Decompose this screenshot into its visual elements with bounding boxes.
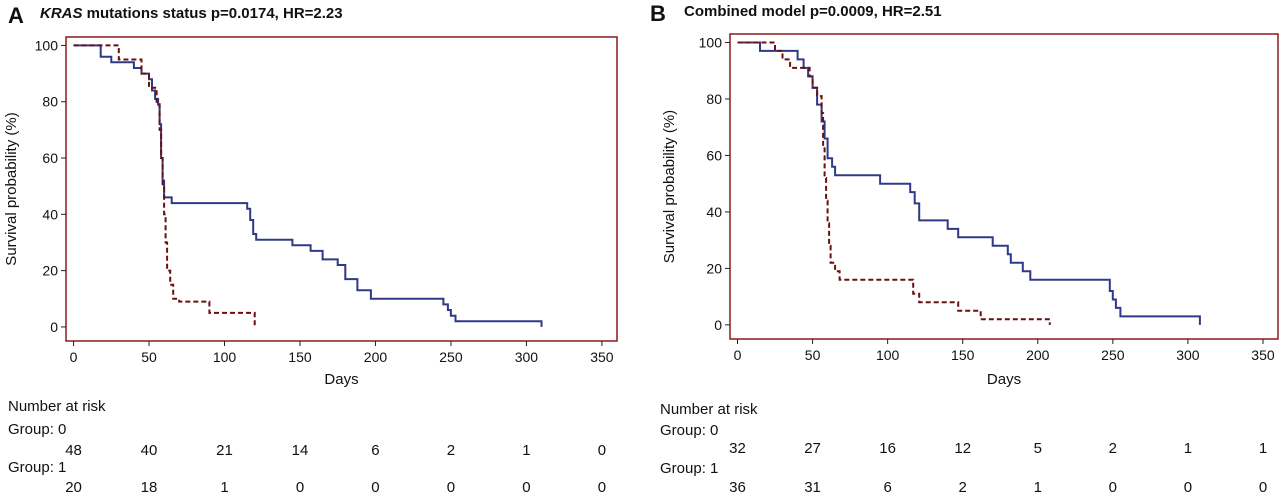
y-tick-label: 100 bbox=[35, 37, 59, 53]
risk-count: 0 bbox=[1184, 479, 1192, 496]
x-tick-label: 50 bbox=[141, 349, 157, 365]
y-tick-label: 40 bbox=[42, 206, 58, 222]
risk-count: 6 bbox=[371, 442, 379, 459]
plot-frame bbox=[729, 33, 1279, 340]
risk-count: 0 bbox=[1109, 479, 1117, 496]
y-tick-label: 80 bbox=[706, 91, 722, 107]
risk-count: 48 bbox=[65, 442, 82, 459]
survival-curve-group-1 bbox=[737, 41, 1051, 325]
x-tick-label: 250 bbox=[1101, 347, 1125, 363]
y-tick-label: 40 bbox=[706, 204, 722, 220]
y-tick-label: 60 bbox=[42, 150, 58, 166]
y-tick-label: 0 bbox=[714, 317, 722, 333]
risk-group-label: Group: 1 bbox=[660, 460, 718, 477]
x-tick-label: 250 bbox=[439, 349, 463, 365]
risk-table-heading: Number at risk bbox=[660, 401, 758, 418]
y-tick-label: 80 bbox=[42, 94, 58, 110]
risk-count: 20 bbox=[65, 479, 82, 496]
title-italic-part: KRAS bbox=[40, 5, 83, 22]
x-tick-label: 200 bbox=[364, 349, 388, 365]
risk-count: 31 bbox=[804, 479, 821, 496]
x-tick-label: 300 bbox=[515, 349, 539, 365]
risk-count: 1 bbox=[1184, 440, 1192, 457]
panel-a: A KRAS mutations status p=0.0174, HR=2.23… bbox=[3, 3, 618, 496]
survival-curve-group-0 bbox=[737, 41, 1201, 325]
y-tick-label: 20 bbox=[42, 263, 58, 279]
risk-count: 21 bbox=[216, 442, 233, 459]
risk-count: 36 bbox=[729, 479, 746, 496]
x-tick-label: 0 bbox=[70, 349, 78, 365]
x-tick-label: 200 bbox=[1026, 347, 1050, 363]
x-axis-label: Days bbox=[324, 371, 358, 388]
y-tick-label: 100 bbox=[699, 34, 723, 50]
x-tick-label: 150 bbox=[951, 347, 975, 363]
y-tick-label: 0 bbox=[50, 319, 58, 335]
risk-count: 1 bbox=[220, 479, 228, 496]
risk-table-heading: Number at risk bbox=[8, 398, 106, 415]
chart-title: KRAS mutations status p=0.0174, HR=2.23 bbox=[40, 5, 343, 22]
risk-count: 40 bbox=[141, 442, 158, 459]
risk-count: 0 bbox=[296, 479, 304, 496]
risk-group-label: Group: 0 bbox=[660, 422, 718, 439]
risk-count: 5 bbox=[1034, 440, 1042, 457]
risk-count: 32 bbox=[729, 440, 746, 457]
risk-count: 1 bbox=[1034, 479, 1042, 496]
risk-count: 0 bbox=[522, 479, 530, 496]
panel-b: B Combined model p=0.0009, HR=2.510204060… bbox=[650, 1, 1279, 496]
panel-letter: A bbox=[8, 3, 24, 28]
risk-count: 0 bbox=[1259, 479, 1267, 496]
x-tick-label: 300 bbox=[1176, 347, 1200, 363]
risk-count: 2 bbox=[1109, 440, 1117, 457]
risk-count: 2 bbox=[447, 442, 455, 459]
panel-letter: B bbox=[650, 1, 666, 26]
x-tick-label: 350 bbox=[1251, 347, 1275, 363]
x-tick-label: 0 bbox=[734, 347, 742, 363]
x-axis-label: Days bbox=[987, 371, 1021, 388]
risk-count: 12 bbox=[954, 440, 971, 457]
risk-count: 14 bbox=[292, 442, 309, 459]
plot-frame bbox=[65, 36, 618, 342]
y-tick-label: 20 bbox=[706, 260, 722, 276]
risk-group-label: Group: 1 bbox=[8, 459, 66, 476]
risk-count: 0 bbox=[371, 479, 379, 496]
risk-count: 2 bbox=[959, 479, 967, 496]
risk-count: 27 bbox=[804, 440, 821, 457]
risk-count: 18 bbox=[141, 479, 158, 496]
risk-count: 0 bbox=[598, 479, 606, 496]
y-axis-label: Survival probability (%) bbox=[661, 110, 678, 263]
risk-count: 1 bbox=[1259, 440, 1267, 457]
title-text-part: Combined model p=0.0009, HR=2.51 bbox=[684, 3, 942, 20]
risk-count: 16 bbox=[879, 440, 896, 457]
risk-count: 1 bbox=[522, 442, 530, 459]
x-tick-label: 100 bbox=[213, 349, 237, 365]
y-axis-label: Survival probability (%) bbox=[3, 112, 20, 265]
risk-count: 0 bbox=[447, 479, 455, 496]
survival-curve-group-0 bbox=[73, 44, 543, 327]
x-tick-label: 100 bbox=[876, 347, 900, 363]
risk-count: 0 bbox=[598, 442, 606, 459]
risk-group-label: Group: 0 bbox=[8, 421, 66, 438]
x-tick-label: 350 bbox=[590, 349, 614, 365]
y-tick-label: 60 bbox=[706, 147, 722, 163]
chart-title: Combined model p=0.0009, HR=2.51 bbox=[684, 3, 942, 20]
title-text-part: mutations status p=0.0174, HR=2.23 bbox=[83, 5, 343, 22]
x-tick-label: 150 bbox=[288, 349, 312, 365]
risk-count: 6 bbox=[883, 479, 891, 496]
x-tick-label: 50 bbox=[805, 347, 821, 363]
